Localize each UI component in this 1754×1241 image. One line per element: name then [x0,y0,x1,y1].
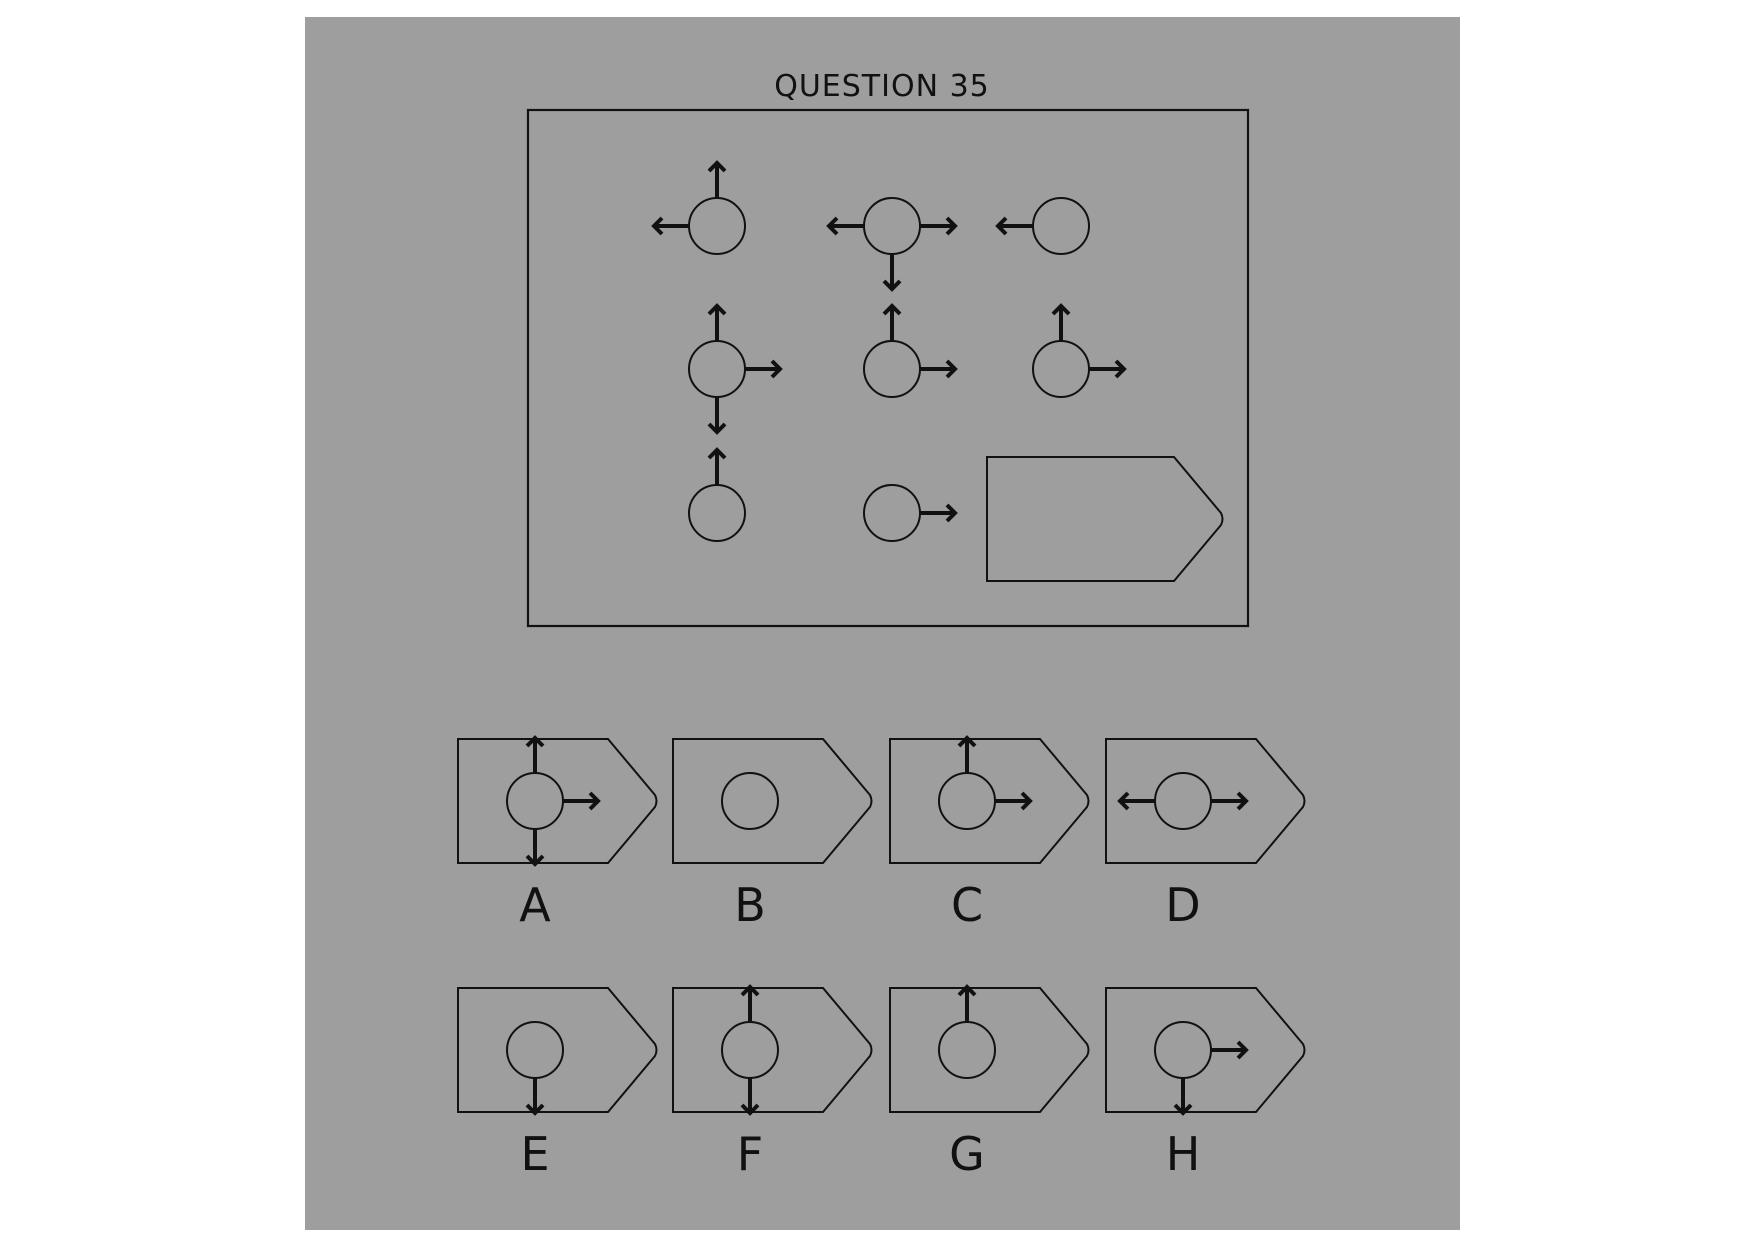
circle-icon [1154,772,1212,830]
circle-icon [506,772,564,830]
arrow-up-icon [882,303,902,341]
arrow-left-icon [651,216,689,236]
option-frame [1105,987,1306,1113]
option-c[interactable]: C [889,735,1090,932]
option-frame [889,738,1090,864]
option-d[interactable]: D [1105,738,1306,932]
arrow-up-icon [707,447,727,485]
circle-icon [938,772,996,830]
circle-icon [1154,1021,1212,1079]
arrow-up-icon [740,984,760,1022]
arrow-up-icon [957,984,977,1022]
circle-icon [688,340,746,398]
arrow-down-icon [1173,1078,1193,1116]
arrow-down-icon [707,397,727,435]
arrow-down-icon [882,254,902,292]
arrow-right-icon [920,216,958,236]
circle-icon [688,197,746,255]
circle-icon [863,197,921,255]
missing-answer-slot [986,456,1224,582]
arrow-right-icon [563,791,601,811]
arrow-up-icon [525,735,545,773]
arrow-right-icon [1211,791,1249,811]
arrow-right-icon [1211,1040,1249,1060]
puzzle-matrix-frame [526,108,1250,628]
option-symbol [721,984,779,1116]
circle-icon [688,484,746,542]
puzzle-cell-r1c2 [826,197,958,292]
arrow-left-icon [826,216,864,236]
option-label: C [951,878,983,932]
circle-icon [721,772,779,830]
arrow-down-icon [525,829,545,867]
puzzle-cell-r2c1 [688,303,783,435]
circle-icon [1032,197,1090,255]
circle-icon [506,1021,564,1079]
option-label: B [734,878,766,932]
option-symbol [938,984,996,1079]
arrow-right-icon [745,359,783,379]
option-label: E [520,1127,549,1181]
question-figure: QUESTION 35 A B C D E F G H [457,69,1306,1181]
option-frame [1105,738,1306,864]
arrow-left-icon [1117,791,1155,811]
puzzle-cell-r2c3 [1032,303,1127,398]
option-g[interactable]: G [889,984,1090,1181]
arrow-down-icon [740,1078,760,1116]
option-frame [889,987,1090,1113]
arrow-up-icon [707,303,727,341]
circle-icon [1032,340,1090,398]
arrow-up-icon [957,735,977,773]
arrow-left-icon [995,216,1033,236]
option-frame [457,738,658,864]
option-b[interactable]: B [672,738,873,932]
option-label: F [737,1127,763,1181]
puzzle-cell-r1c1 [651,160,746,255]
answer-options: A B C D E F G H [457,735,1306,1181]
option-f[interactable]: F [672,984,873,1181]
option-frame [672,738,873,864]
circle-icon [938,1021,996,1079]
option-symbol [1154,1021,1249,1116]
option-a[interactable]: A [457,735,658,932]
question-panel: QUESTION 35 A B C D E F G H [305,17,1460,1230]
arrow-right-icon [995,791,1033,811]
option-label: H [1166,1127,1201,1181]
arrow-right-icon [1089,359,1127,379]
circle-icon [863,484,921,542]
circle-icon [721,1021,779,1079]
puzzle-cell-r3c2 [863,484,958,542]
option-h[interactable]: H [1105,987,1306,1181]
arrow-down-icon [525,1078,545,1116]
option-frame [457,987,658,1113]
puzzle-cell-r2c2 [863,303,958,398]
arrow-up-icon [1051,303,1071,341]
arrow-up-icon [707,160,727,198]
option-symbol [506,735,601,867]
option-symbol [506,1021,564,1116]
option-frame [672,987,873,1113]
puzzle-cell-r3c1 [688,447,746,542]
puzzle-matrix [651,160,1224,582]
arrow-right-icon [920,359,958,379]
arrow-right-icon [920,503,958,523]
option-label: A [519,878,551,932]
option-symbol [721,772,779,830]
question-title: QUESTION 35 [774,69,990,104]
option-label: G [949,1127,985,1181]
option-e[interactable]: E [457,987,658,1181]
option-symbol [938,735,1033,830]
option-symbol [1117,772,1249,830]
puzzle-cell-r1c3 [995,197,1090,255]
option-label: D [1165,878,1200,932]
circle-icon [863,340,921,398]
